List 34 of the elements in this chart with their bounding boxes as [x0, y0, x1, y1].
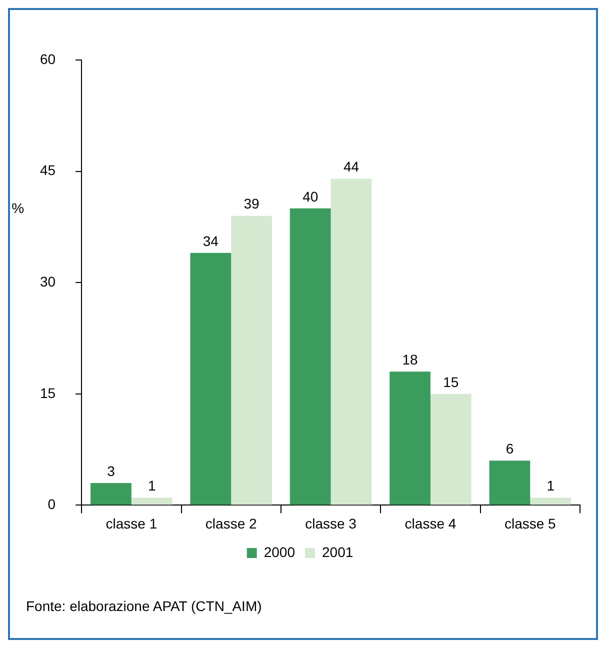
data-label: 1	[546, 478, 555, 494]
y-tick-label: 0	[48, 496, 56, 512]
data-label: 40	[302, 188, 318, 204]
bar	[530, 498, 572, 505]
x-tick-label: classe 3	[305, 515, 357, 532]
data-label: 3	[107, 462, 116, 479]
y-tick-label: 60	[40, 50, 56, 67]
bar	[489, 460, 530, 505]
y-tick-label: 15	[40, 384, 56, 401]
data-label: 34	[202, 232, 219, 249]
x-tick-label: classe 5	[504, 515, 556, 532]
y-tick-label: 45	[40, 162, 56, 178]
y-tick-label: 30	[40, 273, 56, 290]
bar	[190, 252, 232, 505]
bar	[131, 498, 172, 505]
bar	[290, 208, 331, 505]
x-tick-label: classe 2	[205, 515, 257, 532]
bar	[330, 178, 372, 505]
bar	[390, 372, 430, 505]
x-tick-label: classe 4	[404, 515, 456, 532]
data-label: 15	[443, 374, 459, 390]
data-label: 44	[343, 158, 360, 175]
data-label: 6	[506, 440, 514, 457]
y-axis-title: %	[12, 200, 24, 216]
data-label: 18	[402, 352, 418, 368]
data-label: 1	[148, 478, 156, 494]
data-label: 39	[244, 196, 260, 212]
x-tick-label: classe 1	[106, 515, 158, 532]
legend-label: 2001	[322, 544, 354, 560]
bar	[430, 394, 472, 505]
bar	[231, 216, 272, 505]
bar	[90, 482, 132, 505]
legend-label: 2000	[264, 544, 296, 560]
source-note: Fonte: elaborazione APAT (CTN_AIM)	[26, 598, 263, 614]
